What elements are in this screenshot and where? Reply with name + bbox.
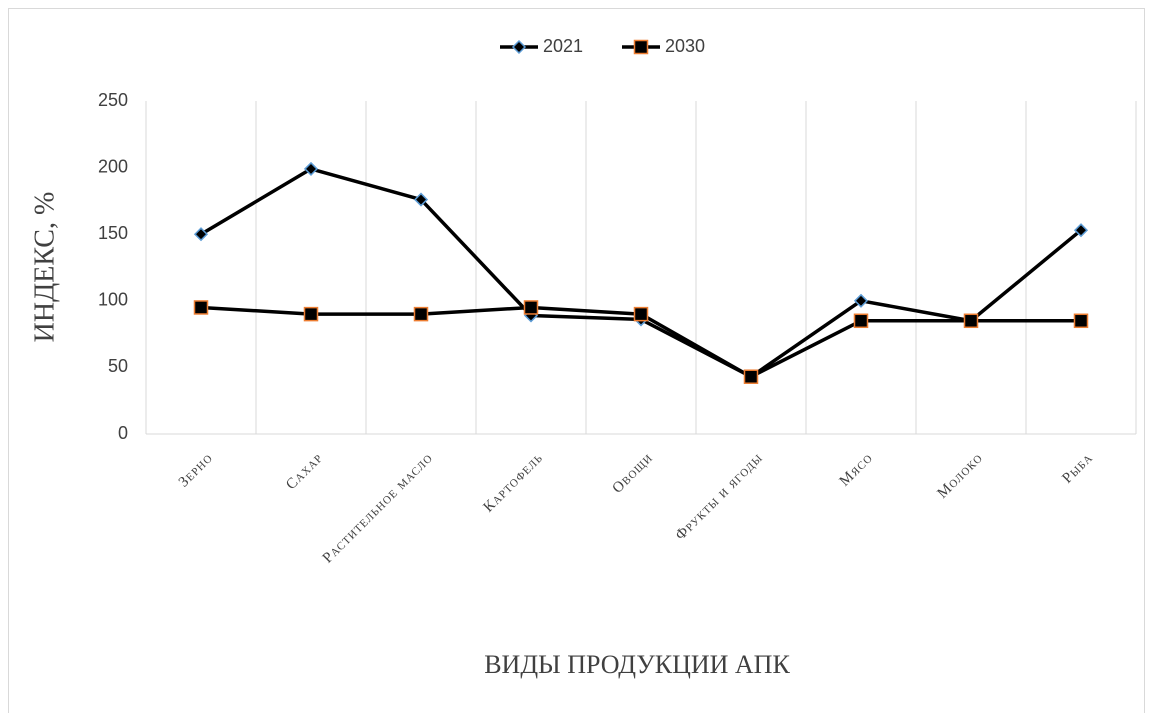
data-point — [853, 313, 869, 329]
y-axis-title: ИНДЕКС, % — [29, 192, 60, 343]
data-point — [193, 300, 209, 315]
data-point — [853, 293, 869, 308]
data-point — [413, 192, 429, 207]
data-point — [303, 306, 319, 322]
y-tick-label: 50 — [108, 356, 128, 376]
data-point — [303, 161, 319, 176]
data-point — [193, 227, 209, 242]
data-point — [523, 300, 539, 315]
legend-marker — [633, 39, 649, 55]
data-point — [1073, 313, 1089, 329]
legend-label: 2021 — [543, 36, 583, 56]
data-point — [413, 306, 429, 322]
y-tick-label: 150 — [98, 223, 128, 243]
y-tick-label: 250 — [98, 90, 128, 110]
legend-label: 2030 — [665, 36, 705, 56]
y-tick-label: 200 — [98, 156, 128, 176]
data-point — [743, 369, 759, 384]
chart-frame — [8, 8, 1145, 713]
y-tick-label: 0 — [118, 423, 128, 443]
data-point — [1073, 223, 1089, 238]
x-axis-title: ВИДЫ ПРОДУКЦИИ АПК — [484, 650, 790, 679]
legend-marker — [511, 39, 527, 55]
y-tick-label: 100 — [98, 290, 128, 310]
data-point — [963, 313, 979, 329]
data-point — [633, 306, 649, 322]
